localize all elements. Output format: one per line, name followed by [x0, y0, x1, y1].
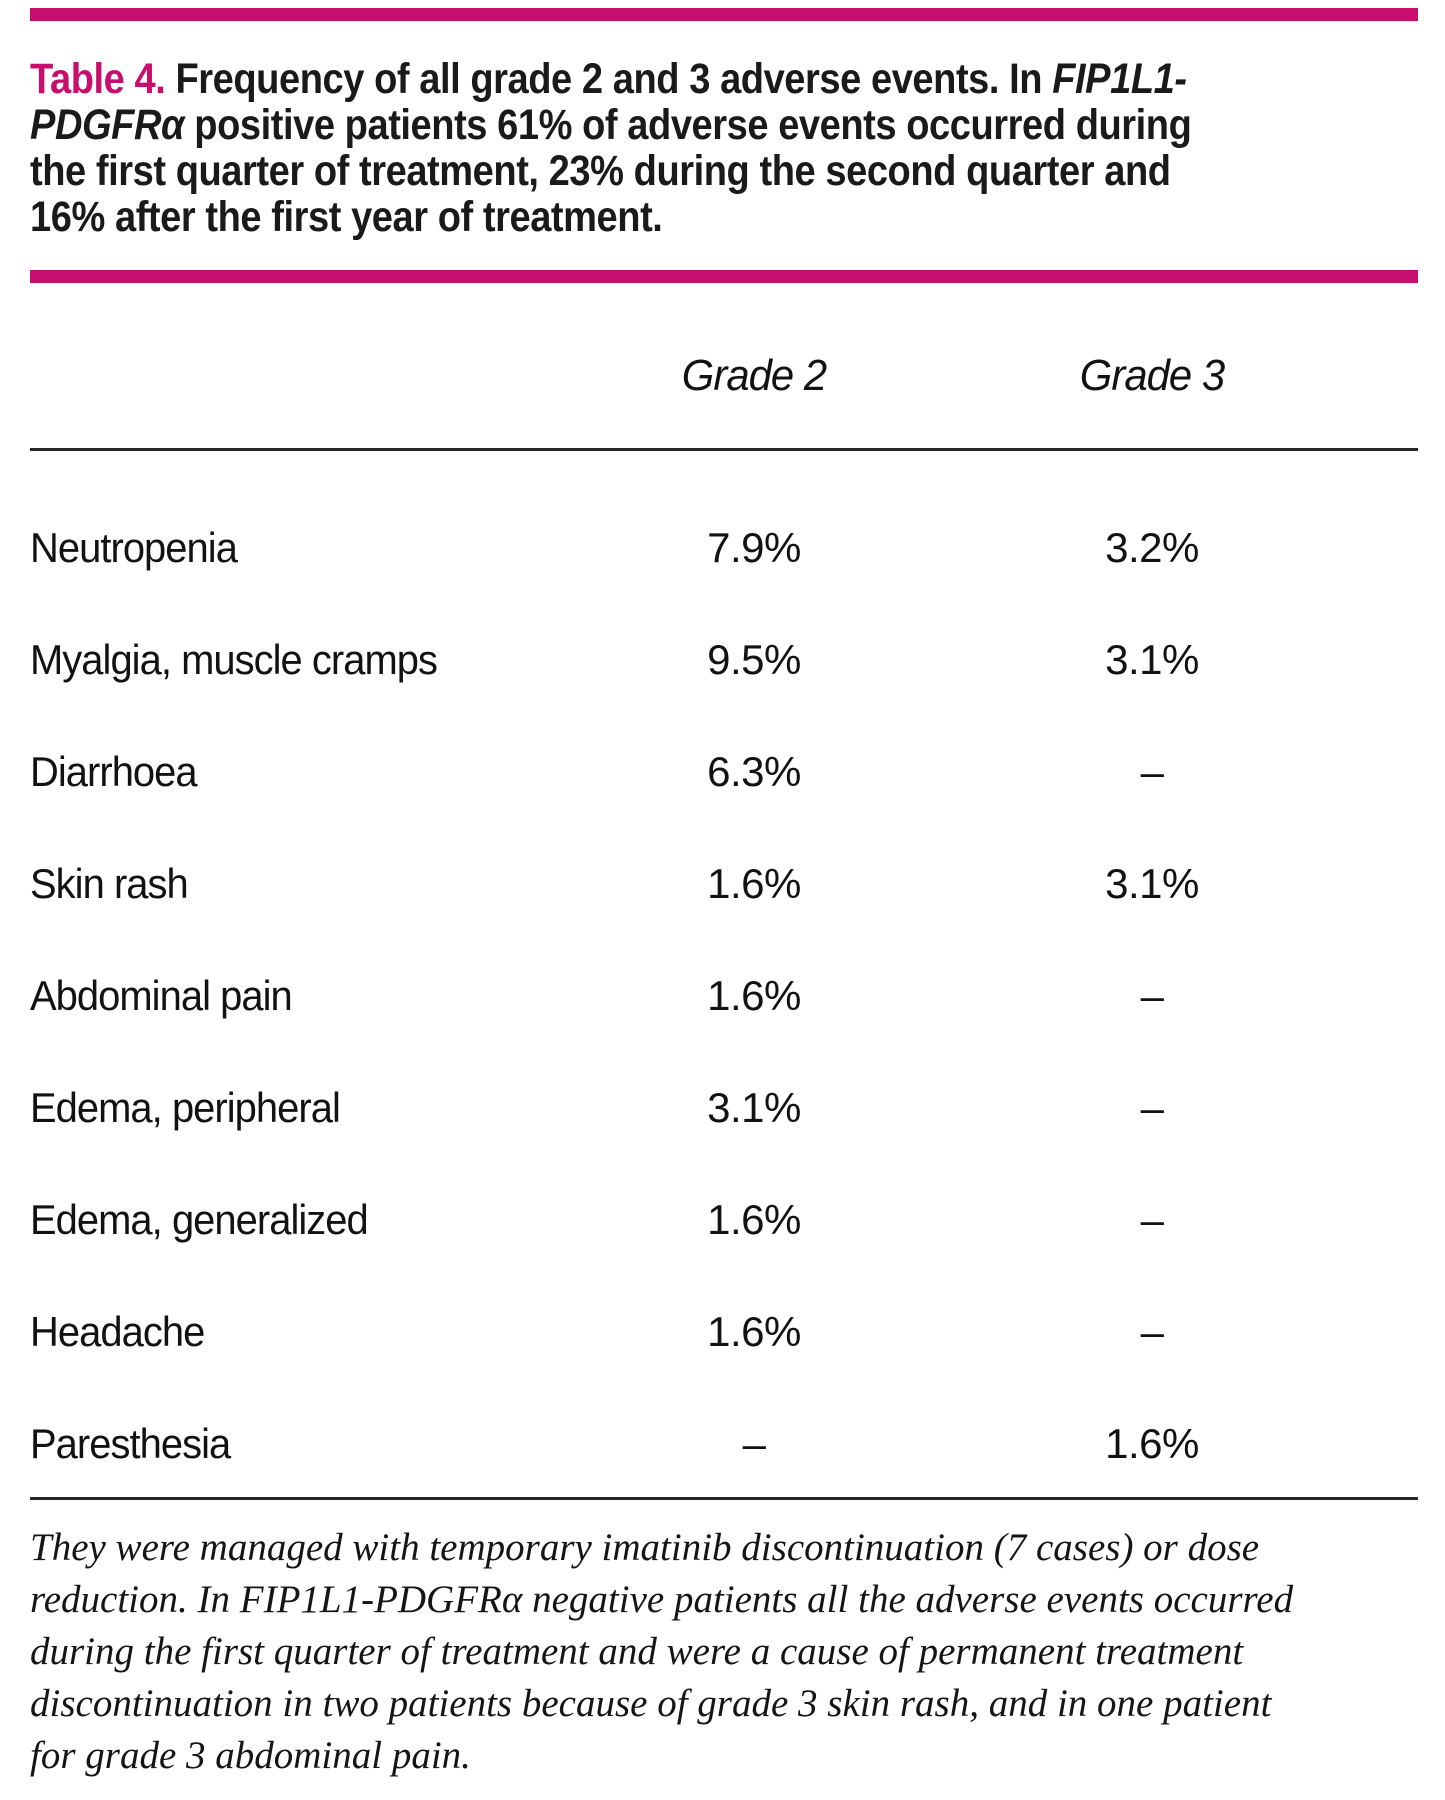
footer-divider-rule [30, 1497, 1418, 1500]
grade3-value: 3.1% [1105, 636, 1199, 683]
caption-line: PDGFRα positive patients 61% of adverse … [30, 102, 1428, 148]
adverse-event-label: Abdominal pain [30, 972, 293, 1019]
table-column-headers: Grade 2 Grade 3 [30, 340, 1418, 412]
header-divider-rule [30, 448, 1418, 451]
grade2-value: 3.1% [707, 1084, 801, 1131]
grade3-value: 1.6% [1105, 1420, 1199, 1467]
adverse-event-label: Neutropenia [30, 524, 238, 571]
table-row: Edema, peripheral 3.1% – [30, 1052, 1418, 1164]
grade2-value: 6.3% [707, 748, 801, 795]
table-body: Neutropenia 7.9% 3.2% Myalgia, muscle cr… [30, 492, 1418, 1500]
adverse-event-label: Paresthesia [30, 1420, 231, 1467]
caption-line: Table 4. Frequency of all grade 2 and 3 … [30, 56, 1428, 102]
column-header-grade2: Grade 2 [681, 351, 827, 400]
grade3-value: 3.2% [1105, 524, 1199, 571]
table-row: Diarrhoea 6.3% – [30, 716, 1418, 828]
caption-segment-italic: PDGFRα [30, 101, 185, 149]
grade3-value: – [1140, 1196, 1164, 1243]
grade3-value: 3.1% [1105, 860, 1199, 907]
grade3-value: – [1140, 748, 1164, 795]
grade2-value: 9.5% [707, 636, 801, 683]
grade2-value: 1.6% [707, 860, 801, 907]
grade2-value: 1.6% [707, 972, 801, 1019]
footnote-line: discontinuation in two patients because … [30, 1682, 1272, 1725]
table-row: Myalgia, muscle cramps 9.5% 3.1% [30, 604, 1418, 716]
table-row: Headache 1.6% – [30, 1276, 1418, 1388]
caption-line: 16% after the first year of treatment. [30, 194, 1428, 240]
top-accent-rule [30, 8, 1418, 21]
table-row: Neutropenia 7.9% 3.2% [30, 492, 1418, 604]
grade2-value: 7.9% [707, 524, 801, 571]
adverse-event-label: Skin rash [30, 860, 189, 907]
footnote-line: reduction. In FIP1L1-PDGFRα negative pat… [30, 1578, 1294, 1621]
grade3-value: – [1140, 1084, 1164, 1131]
grade2-value: 1.6% [707, 1308, 801, 1355]
adverse-event-label: Edema, peripheral [30, 1084, 341, 1131]
table-footnote: They were managed with temporary imatini… [30, 1522, 1430, 1782]
table-row: Skin rash 1.6% 3.1% [30, 828, 1418, 940]
adverse-event-label: Myalgia, muscle cramps [30, 636, 438, 683]
grade3-value: – [1140, 1308, 1164, 1355]
footnote-line: They were managed with temporary imatini… [30, 1526, 1260, 1569]
grade2-value: – [742, 1420, 766, 1467]
table-row: Paresthesia – 1.6% [30, 1388, 1418, 1500]
caption-segment-plain: positive patients 61% of adverse events … [184, 101, 1192, 149]
grade2-value: 1.6% [707, 1196, 801, 1243]
caption-line: the first quarter of treatment, 23% duri… [30, 148, 1428, 194]
adverse-event-label: Edema, generalized [30, 1196, 369, 1243]
adverse-event-label: Headache [30, 1308, 205, 1355]
caption-segment-plain: the first quarter of treatment, 23% duri… [30, 147, 1171, 195]
column-header-grade3: Grade 3 [1079, 351, 1225, 400]
caption-segment-plain: Frequency of all grade 2 and 3 adverse e… [165, 55, 1053, 103]
adverse-event-label: Diarrhoea [30, 748, 198, 795]
table-caption: Table 4. Frequency of all grade 2 and 3 … [30, 56, 1428, 240]
caption-accent-rule [30, 270, 1418, 283]
footnote-line: during the first quarter of treatment an… [30, 1630, 1244, 1673]
caption-segment-plain: 16% after the first year of treatment. [30, 193, 663, 241]
grade3-value: – [1140, 972, 1164, 1019]
table-row: Edema, generalized 1.6% – [30, 1164, 1418, 1276]
caption-segment-accent: Table 4. [30, 55, 166, 103]
table-row: Abdominal pain 1.6% – [30, 940, 1418, 1052]
caption-segment-italic: FIP1L1- [1052, 55, 1187, 103]
footnote-line: for grade 3 abdominal pain. [30, 1734, 471, 1777]
